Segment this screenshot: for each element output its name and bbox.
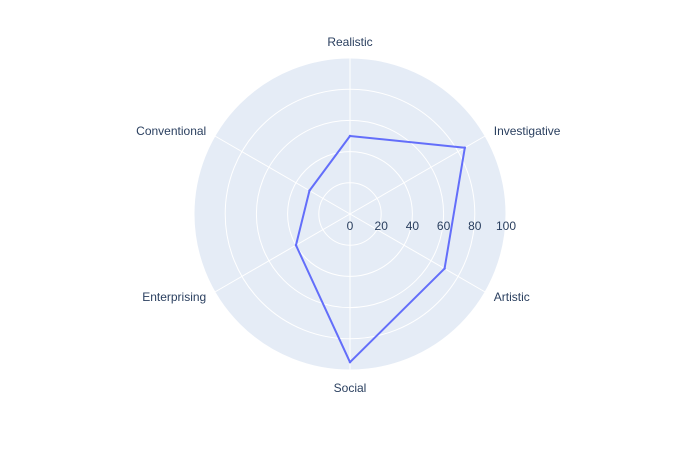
radial-tick-label-4: 80	[468, 219, 482, 233]
radial-tick-labels: 0 20 40 60 80 100	[347, 219, 517, 233]
angular-labels: Realistic Investigative Artistic Social Ente…	[136, 35, 561, 395]
angular-spoke-1	[349, 135, 486, 215]
angular-label-investigative: Investigative	[494, 124, 561, 138]
series-point-0-4	[294, 244, 298, 247]
radial-tick-label-5: 100	[496, 219, 516, 233]
angular-label-conventional: Conventional	[136, 124, 206, 138]
radial-tick-label-0: 0	[347, 219, 354, 233]
angular-spoke-2	[349, 213, 486, 293]
radial-tick-label-1: 20	[375, 219, 389, 233]
series-point-0-0	[348, 134, 352, 138]
angular-label-social: Social	[334, 381, 367, 395]
series-layer	[294, 134, 467, 364]
angular-label-enterprising: Enterprising	[142, 290, 206, 304]
angular-spoke-5	[214, 135, 351, 215]
angular-spoke-4	[214, 213, 351, 293]
radial-tick-label-2: 40	[406, 219, 420, 233]
angular-label-realistic: Realistic	[327, 35, 372, 49]
series-point-0-3	[348, 361, 352, 364]
series-point-0-5	[308, 189, 311, 192]
series-point-0-2	[443, 267, 446, 270]
series-point-0-1	[463, 146, 467, 149]
angular-spokes	[214, 58, 486, 370]
radial-tick-label-3: 60	[437, 219, 451, 233]
angular-label-artistic: Artistic	[494, 290, 530, 304]
